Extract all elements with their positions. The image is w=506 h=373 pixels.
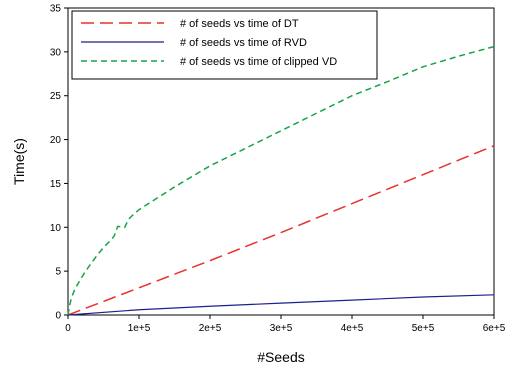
y-tick-label: 35 [50, 4, 62, 15]
y-tick-label: 15 [50, 179, 62, 190]
x-axis-label: #Seeds [257, 349, 304, 365]
x-tick-label: 5e+5 [412, 323, 435, 334]
legend-label-2: # of seeds vs time of RVD [180, 37, 307, 49]
axes-layer: 0 1e+5 2e+5 3e+5 4e+5 5e+5 6e+5 0 5 10 15 20 25 30 35 [50, 4, 506, 335]
y-tick-label: 25 [50, 91, 62, 102]
x-tick-label: 2e+5 [199, 323, 222, 334]
y-tick-label: 30 [50, 47, 62, 58]
series-layer [67, 45, 495, 316]
y-axis-label: Time(s) [11, 138, 27, 185]
x-tick-label: 0 [65, 323, 71, 334]
x-tick-label: 6e+5 [483, 323, 506, 334]
y-tick-label: 0 [55, 311, 61, 322]
x-tick-label: 3e+5 [270, 323, 293, 334]
series-line-2 [67, 294, 495, 316]
x-tick-label: 1e+5 [128, 323, 151, 334]
legend: # of seeds vs time of DT # of seeds vs ti… [71, 10, 378, 80]
y-tick-label: 5 [55, 267, 61, 278]
legend-label-3: # of seeds vs time of clipped VD [180, 56, 337, 68]
legend-label-1: # of seeds vs time of DT [180, 18, 299, 30]
x-tick-label: 4e+5 [341, 323, 364, 334]
y-tick-label: 10 [50, 223, 62, 234]
series-line-3 [67, 45, 495, 316]
y-tick-label: 20 [50, 135, 62, 146]
series-line-1 [67, 145, 495, 316]
